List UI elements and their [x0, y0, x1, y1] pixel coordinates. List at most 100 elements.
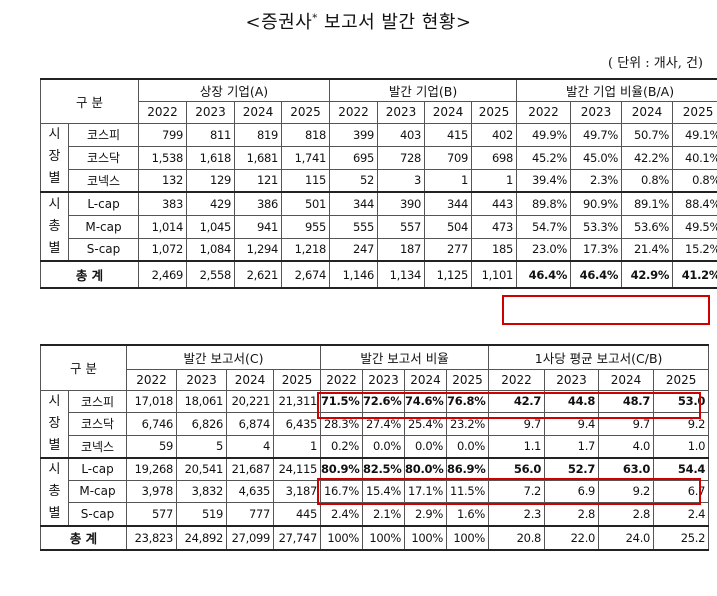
table-cell: 247 [329, 237, 379, 262]
table-cell: 1,618 [186, 145, 236, 170]
table-cell: 386 [234, 191, 283, 216]
table-cell: 2.4% [320, 502, 364, 526]
table-cell: 1,741 [281, 145, 331, 170]
total-cell: 100% [320, 524, 364, 551]
table-cell: 1.1 [488, 434, 546, 458]
highlight-box [317, 478, 701, 505]
table-cell: 44.8 [544, 389, 600, 413]
total-cell: 100% [446, 524, 490, 551]
group-header-reports: 발간 보고서(C) [126, 344, 322, 370]
table-row: 시 총 별 L-cap 19,268 20,541 21,687 24,115 80.9% 82.… [40, 456, 710, 526]
total-cell: 2,558 [186, 260, 236, 289]
table-cell: 21,687 [226, 456, 275, 481]
group-header-ratio: 발간 기업 비율(B/A) [516, 78, 717, 102]
group-header-report-ratio: 발간 보고서 비율 [320, 344, 490, 370]
year-header: 2024 [404, 368, 448, 391]
year-header: 2024 [226, 368, 275, 391]
table-cell: 955 [281, 214, 331, 239]
table-cell: 54.7% [516, 214, 572, 239]
table-cell: 519 [176, 502, 228, 526]
table-cell: 0.2% [320, 434, 364, 458]
year-header: 2024 [234, 100, 283, 124]
table-cell: 59 [126, 434, 178, 458]
table-row: M-cap 1,014 1,045 941 955 555 557 504 473 54.7% 53… [41, 214, 717, 239]
section-label-char: 별 [48, 505, 61, 521]
year-header-row: 2022 2023 2024 2025 2022 2023 2024 2025 … [41, 100, 717, 124]
total-cell: 41.2% [672, 260, 717, 289]
table-cell: 445 [273, 502, 322, 526]
table-row: 코넥스 59 5 4 1 0.2% 0.0% 0.0% 0.0% 1.1 1.7 4.0 1.0 [41, 434, 710, 458]
table-cell: 1 [273, 434, 322, 458]
table-cell: 49.7% [570, 122, 623, 147]
table-cell: 56.0 [488, 456, 546, 481]
table-cell: 1.6% [446, 502, 490, 526]
table-cell: 45.2% [516, 145, 572, 170]
table-cell: 49.1% [672, 122, 717, 147]
highlight-box [317, 392, 701, 419]
year-header: 2022 [516, 100, 572, 124]
table-cell: 555 [329, 214, 379, 239]
table-cell: 698 [471, 145, 518, 170]
year-header: 2022 [138, 100, 188, 124]
table-cell: 799 [138, 122, 188, 147]
year-header: 2022 [488, 368, 546, 391]
table-cell: 390 [377, 191, 426, 216]
table-cell: 2.4 [653, 502, 710, 526]
table-cell: 504 [424, 214, 473, 239]
table-row: 시 총 별 L-cap 383 429 386 501 344 390 344 443 89.8% 90.… [40, 191, 717, 262]
total-cell: 42.9% [621, 260, 674, 289]
year-header: 2025 [471, 100, 518, 124]
table-cell: 129 [186, 168, 236, 193]
table-cell: 21.4% [621, 237, 674, 262]
table-cell: 52.7 [544, 456, 600, 481]
section-label-char: 장 [48, 415, 61, 431]
row-label: 코스피 [67, 389, 128, 413]
table-cell: 443 [471, 191, 518, 216]
table-cell: 3 [377, 168, 426, 193]
table-cell: 6,826 [176, 412, 228, 436]
table-cell: 0.0% [362, 434, 406, 458]
table-cell: 818 [281, 122, 331, 147]
total-cell: 100% [362, 524, 406, 551]
table-cell: 429 [186, 191, 236, 216]
table-cell: 2.3% [570, 168, 623, 193]
table-cell: 0.8% [621, 168, 674, 193]
total-cell: 27,099 [226, 524, 275, 551]
table-cell: 402 [471, 122, 518, 147]
table-cell: 695 [329, 145, 379, 170]
total-cell: 1,101 [471, 260, 518, 289]
table-cell: 1,045 [186, 214, 236, 239]
table-cell: 54.4 [653, 456, 710, 481]
table-row: S-cap 577 519 777 445 2.4% 2.1% 2.9% 1.6% 2.3 2.8 2… [41, 502, 710, 526]
year-header: 2022 [329, 100, 379, 124]
table-cell: 15.4% [362, 479, 406, 504]
table-cell: 0.8% [672, 168, 717, 193]
row-label: S-cap [67, 237, 140, 262]
year-header: 2022 [320, 368, 364, 391]
year-header: 2023 [544, 368, 600, 391]
table-cell: 1,072 [138, 237, 188, 262]
year-header: 2024 [621, 100, 674, 124]
table-cell: 1.0 [653, 434, 710, 458]
table-row: S-cap 1,072 1,084 1,294 1,218 247 187 277 185 23.… [41, 237, 717, 262]
table-cell: 399 [329, 122, 379, 147]
table-cell: 45.0% [570, 145, 623, 170]
total-cell: 1,146 [329, 260, 379, 289]
table-cell: 344 [329, 191, 379, 216]
table-cell: 16.7% [320, 479, 364, 504]
section-label-char: 총 [48, 483, 61, 499]
table-cell: 80.9% [320, 456, 364, 481]
year-header: 2023 [377, 100, 426, 124]
total-label: 총 계 [39, 260, 140, 289]
year-header: 2025 [672, 100, 717, 124]
section-label-char: 시 [48, 127, 61, 143]
table-cell: 53.0 [653, 389, 710, 413]
table-cell: 0.0% [446, 434, 490, 458]
total-row: 총 계 23,823 24,892 27,099 27,747 100% 100% 100% 1… [39, 524, 710, 551]
table-cell: 89.8% [516, 191, 572, 216]
table-cell: 3,978 [126, 479, 178, 504]
table-cell: 19,268 [126, 456, 178, 481]
table-cell: 344 [424, 191, 473, 216]
